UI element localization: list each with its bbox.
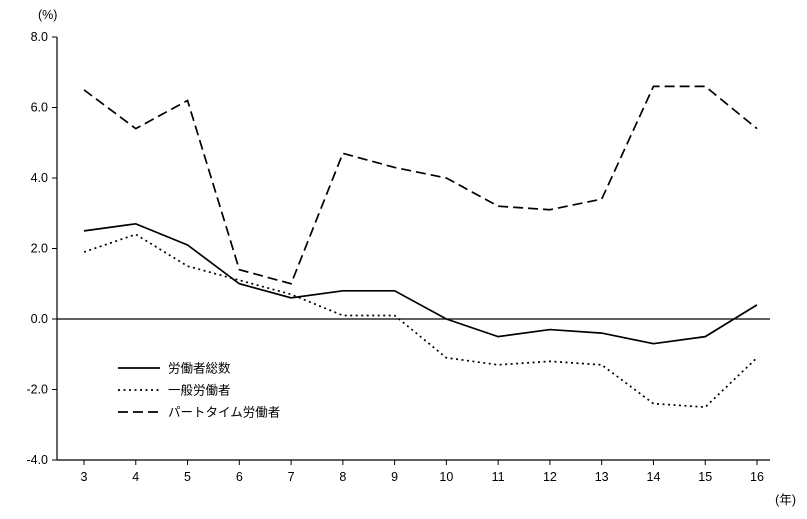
x-tick-label: 11 bbox=[492, 470, 505, 484]
x-tick-label: 5 bbox=[184, 470, 191, 484]
y-axis-unit-label: (%) bbox=[38, 8, 57, 22]
x-axis-unit-label: (年) bbox=[775, 493, 796, 507]
x-tick-label: 16 bbox=[750, 470, 764, 484]
y-tick-label: 0.0 bbox=[31, 312, 48, 326]
y-tick-label: -2.0 bbox=[26, 383, 48, 397]
legend-label: 労働者総数 bbox=[168, 361, 231, 376]
series-line-dashed bbox=[83, 85, 758, 285]
y-tick-label: -4.0 bbox=[26, 453, 48, 467]
x-tick-label: 8 bbox=[339, 470, 346, 484]
series-line-dotted bbox=[83, 233, 758, 408]
x-tick-label: 14 bbox=[647, 470, 661, 484]
legend-label: 一般労働者 bbox=[168, 383, 231, 398]
x-tick-label: 13 bbox=[595, 470, 609, 484]
y-tick-label: 6.0 bbox=[31, 101, 48, 115]
series-line-solid bbox=[83, 222, 758, 345]
x-tick-label: 12 bbox=[543, 470, 557, 484]
y-tick-label: 4.0 bbox=[31, 171, 48, 185]
y-tick-label: 2.0 bbox=[31, 242, 48, 256]
legend-label: パートタイム労働者 bbox=[168, 406, 280, 420]
x-tick-label: 9 bbox=[391, 470, 398, 484]
x-tick-label: 3 bbox=[81, 470, 88, 484]
y-tick-label: 8.0 bbox=[31, 30, 48, 44]
x-tick-label: 4 bbox=[132, 470, 139, 484]
x-tick-label: 10 bbox=[439, 470, 453, 484]
x-tick-label: 15 bbox=[698, 470, 712, 484]
x-tick-label: 6 bbox=[236, 470, 243, 484]
x-tick-label: 7 bbox=[288, 470, 295, 484]
